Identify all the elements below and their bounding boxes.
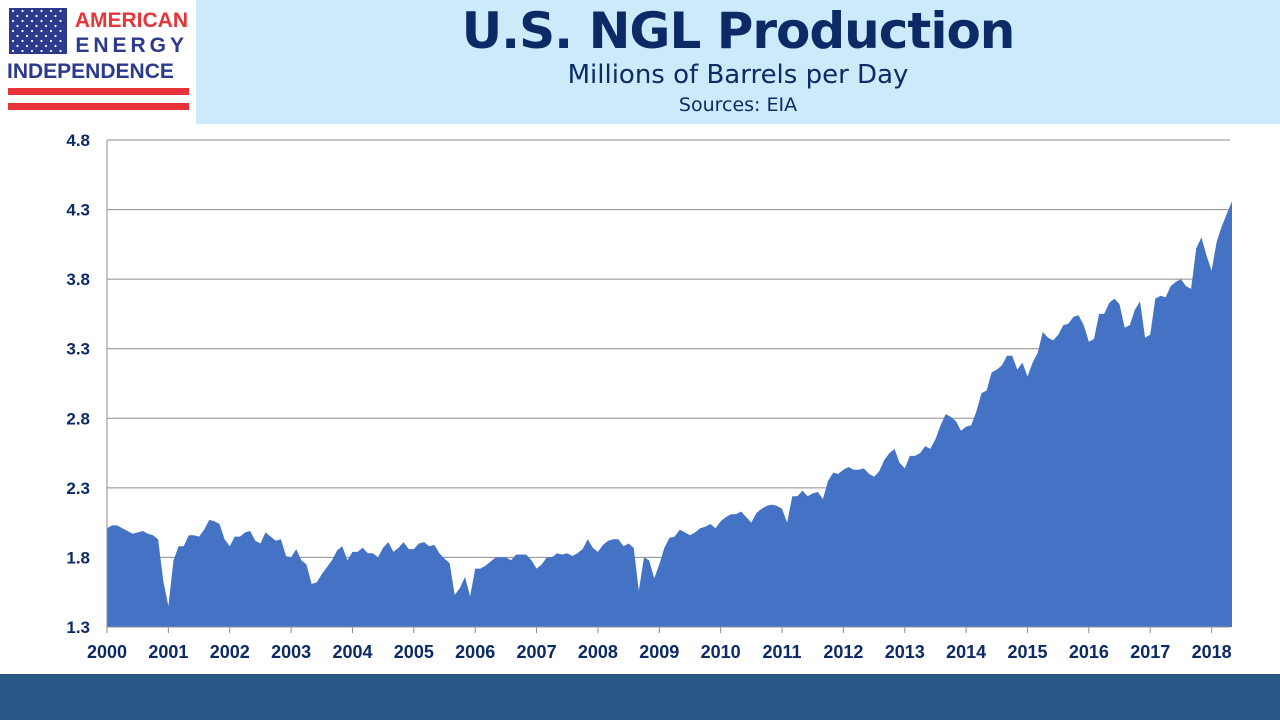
- flag-star: [40, 9, 43, 13]
- x-tick-label: 2018: [1192, 642, 1232, 662]
- flag-star: [25, 44, 29, 48]
- x-tick-label: 2008: [578, 642, 618, 662]
- flag-star: [30, 39, 34, 43]
- x-tick-label: 2002: [210, 642, 250, 662]
- flag-star: [40, 29, 43, 33]
- flag-star: [49, 9, 53, 13]
- x-tick-label: 2007: [517, 642, 557, 662]
- logo-stripe: [8, 103, 189, 110]
- flag-star: [54, 34, 57, 38]
- x-tick-label: 2012: [823, 642, 863, 662]
- x-tick-label: 2001: [148, 642, 188, 662]
- flag-star: [30, 9, 34, 13]
- flag-star: [25, 24, 29, 28]
- y-tick-label: 3.8: [66, 270, 90, 289]
- flag-star: [21, 29, 24, 33]
- chart-sources: Sources: EIA: [678, 94, 798, 116]
- flag-star: [49, 39, 53, 43]
- flag-star: [59, 49, 62, 53]
- title-band: U.S. NGL Production Millions of Barrels …: [196, 0, 1280, 124]
- flag-star: [59, 19, 62, 23]
- y-tick-label: 4.3: [66, 201, 90, 220]
- flag-star: [30, 29, 34, 33]
- flag-star: [59, 9, 62, 13]
- x-tick-label: 2003: [271, 642, 311, 662]
- flag-star: [25, 14, 29, 18]
- series-area: [107, 201, 1232, 627]
- x-tick-label: 2010: [701, 642, 741, 662]
- flag-star: [11, 39, 15, 43]
- x-tick-label: 2011: [762, 642, 801, 662]
- flag-star: [30, 49, 34, 53]
- chart-title: U.S. NGL Production: [461, 2, 1016, 60]
- flag-star: [59, 39, 62, 43]
- flag-star: [21, 39, 24, 43]
- y-tick-label: 1.3: [66, 618, 90, 637]
- flag-star: [54, 14, 57, 18]
- flag-star: [35, 44, 38, 48]
- x-tick-label: 2005: [394, 642, 434, 662]
- flag-star: [44, 14, 48, 18]
- flag-star: [16, 44, 19, 48]
- flag-star: [40, 19, 43, 23]
- flag-star: [16, 14, 19, 18]
- flag-star: [49, 29, 53, 33]
- x-tick-label: 2017: [1130, 642, 1170, 662]
- y-tick-label: 3.3: [66, 340, 90, 359]
- x-tick-label: 2009: [639, 642, 679, 662]
- logo-text-line3: INDEPENDENCE: [7, 60, 174, 83]
- flag-star: [16, 24, 19, 28]
- flag-star: [59, 29, 62, 33]
- flag-star: [21, 9, 24, 13]
- logo-text-line1: AMERICAN: [75, 9, 188, 32]
- x-tick-label: 2014: [946, 642, 986, 662]
- logo-stripe: [8, 88, 189, 95]
- y-tick-label: 4.8: [66, 131, 90, 150]
- flag-star: [44, 24, 48, 28]
- brand-logo: AMERICAN ENERGY INDEPENDENCE: [0, 0, 196, 124]
- flag-star: [21, 49, 24, 53]
- us-flag-icon: [9, 8, 67, 54]
- x-tick-label: 2006: [455, 642, 495, 662]
- flag-star: [11, 29, 15, 33]
- flag-star: [16, 34, 19, 38]
- flag-star: [21, 19, 24, 23]
- footer-bar: [0, 674, 1280, 720]
- y-tick-label: 1.8: [66, 548, 90, 567]
- x-tick-label: 2013: [885, 642, 925, 662]
- chart-subtitle: Millions of Barrels per Day: [567, 60, 909, 90]
- flag-star: [35, 14, 38, 18]
- flag-star: [44, 34, 48, 38]
- y-tick-label: 2.8: [66, 409, 90, 428]
- flag-star: [11, 19, 15, 23]
- flag-star: [35, 24, 38, 28]
- flag-star: [40, 49, 43, 53]
- flag-star: [30, 19, 34, 23]
- flag-star: [49, 19, 53, 23]
- logo-text-line2: ENERGY: [75, 34, 188, 57]
- logo-graphic: AMERICAN ENERGY INDEPENDENCE: [7, 8, 189, 110]
- x-tick-label: 2015: [1007, 642, 1047, 662]
- chart-area: 1.3 1.8 2.3 2.8 3.3 3.8 4.3 4.8 2000 2001 2002 200…: [66, 131, 1232, 662]
- flag-star: [44, 44, 48, 48]
- x-tick-label: 2016: [1069, 642, 1109, 662]
- flag-star: [25, 34, 29, 38]
- flag-star: [35, 34, 38, 38]
- flag-star: [54, 44, 57, 48]
- x-tick-label: 2004: [332, 642, 372, 662]
- flag-star: [54, 24, 57, 28]
- flag-star: [40, 39, 43, 43]
- x-tick-label: 2000: [87, 642, 127, 662]
- flag-star: [11, 9, 15, 13]
- y-tick-label: 2.3: [66, 479, 90, 498]
- flag-star: [49, 49, 53, 53]
- flag-star: [11, 49, 15, 53]
